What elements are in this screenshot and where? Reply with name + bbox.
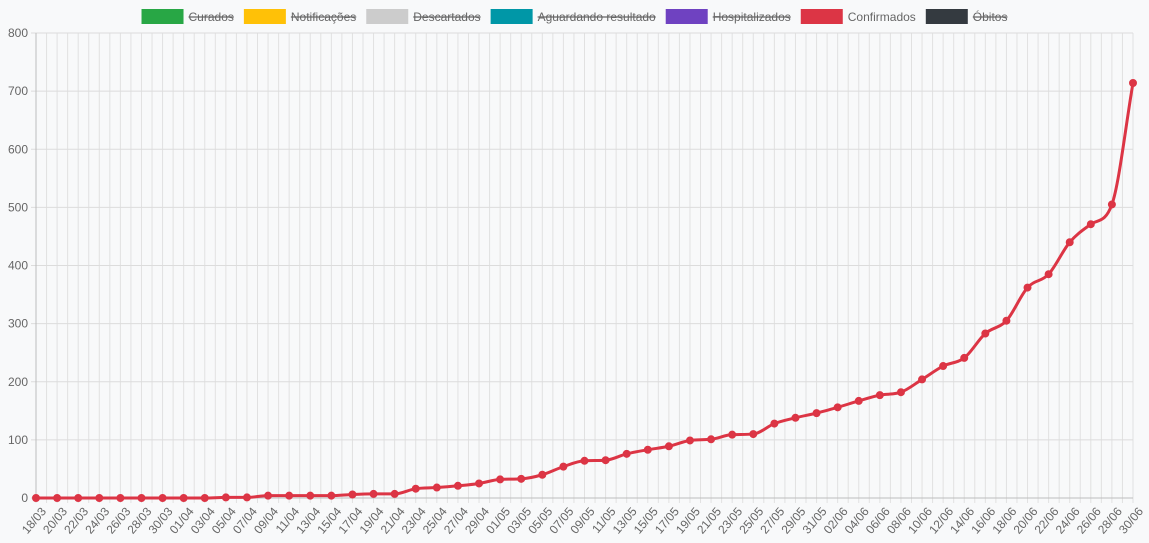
- y-tick-label: 100: [8, 433, 28, 447]
- data-point[interactable]: [960, 353, 969, 362]
- data-point[interactable]: [770, 419, 779, 428]
- data-point[interactable]: [327, 491, 336, 500]
- data-point[interactable]: [707, 435, 716, 444]
- legend-item-confirmados[interactable]: Confirmados: [800, 9, 916, 24]
- data-point[interactable]: [685, 436, 694, 445]
- data-point[interactable]: [833, 403, 842, 412]
- data-point[interactable]: [264, 491, 273, 500]
- data-point[interactable]: [580, 456, 589, 465]
- legend-swatch: [665, 9, 708, 24]
- data-point[interactable]: [306, 491, 315, 500]
- data-point[interactable]: [1023, 283, 1032, 292]
- data-point[interactable]: [622, 449, 631, 458]
- data-point[interactable]: [369, 489, 378, 498]
- data-point[interactable]: [601, 456, 610, 465]
- legend-item-descartados[interactable]: Descartados: [366, 9, 481, 24]
- legend-swatch: [141, 9, 184, 24]
- legend-swatch: [925, 9, 968, 24]
- data-point[interactable]: [1129, 78, 1137, 87]
- data-point[interactable]: [116, 494, 125, 502]
- y-tick-label: 700: [8, 84, 28, 98]
- legend-swatch: [366, 9, 409, 24]
- data-point[interactable]: [1065, 238, 1074, 247]
- legend-swatch: [490, 9, 533, 24]
- x-tick-label: 30/06: [1116, 504, 1146, 536]
- data-point[interactable]: [95, 494, 104, 502]
- data-point[interactable]: [179, 494, 188, 502]
- data-point[interactable]: [643, 445, 652, 454]
- data-point[interactable]: [1002, 316, 1011, 325]
- data-point[interactable]: [812, 409, 821, 418]
- y-tick-label: 300: [8, 317, 28, 331]
- y-tick-label: 400: [8, 259, 28, 273]
- data-point[interactable]: [496, 475, 505, 484]
- legend-swatch: [243, 9, 286, 24]
- x-tick-label: 09/04: [251, 504, 281, 536]
- data-point[interactable]: [53, 494, 62, 502]
- chart-grid: [31, 32, 1134, 503]
- data-point[interactable]: [390, 489, 399, 498]
- data-point[interactable]: [1044, 270, 1053, 279]
- data-point[interactable]: [137, 494, 146, 502]
- data-point[interactable]: [791, 413, 800, 422]
- data-point[interactable]: [749, 430, 758, 439]
- data-point[interactable]: [939, 362, 948, 371]
- data-point[interactable]: [242, 493, 251, 502]
- data-point[interactable]: [432, 483, 441, 492]
- plot-area: [32, 78, 1137, 502]
- data-point[interactable]: [74, 494, 83, 502]
- data-point[interactable]: [221, 493, 230, 502]
- y-tick-label: 600: [8, 142, 28, 156]
- data-point[interactable]: [854, 396, 863, 405]
- data-point[interactable]: [200, 494, 209, 502]
- legend-item-curados[interactable]: Curados: [141, 9, 234, 24]
- data-point[interactable]: [875, 391, 884, 400]
- data-point[interactable]: [411, 484, 420, 493]
- x-tick-label: 09/05: [568, 504, 598, 536]
- data-point[interactable]: [285, 491, 294, 500]
- y-tick-label: 800: [8, 26, 28, 40]
- data-point[interactable]: [918, 375, 927, 384]
- data-point[interactable]: [453, 481, 462, 490]
- data-point[interactable]: [728, 430, 737, 439]
- y-tick-label: 0: [21, 491, 28, 505]
- data-point[interactable]: [559, 462, 568, 471]
- data-point[interactable]: [538, 470, 547, 479]
- data-point[interactable]: [32, 494, 40, 502]
- data-point[interactable]: [981, 329, 990, 338]
- y-tick-label: 500: [8, 200, 28, 214]
- legend-item-hospitalizados[interactable]: Hospitalizados: [665, 9, 791, 24]
- legend-item-aguardando-resultado[interactable]: Aguardando resultado: [490, 9, 656, 24]
- legend-item-notificacoes[interactable]: Notificações: [243, 9, 357, 24]
- legend-item-obitos[interactable]: Óbitos: [925, 9, 1008, 24]
- data-point[interactable]: [475, 479, 484, 488]
- data-point[interactable]: [1086, 220, 1095, 229]
- data-point[interactable]: [517, 474, 526, 483]
- data-point[interactable]: [1107, 200, 1116, 209]
- data-point[interactable]: [348, 490, 357, 499]
- x-axis: 18/0320/0322/0324/0326/0328/0330/0301/04…: [19, 504, 1146, 536]
- data-point[interactable]: [896, 388, 905, 397]
- y-axis: 0 100 200 300 400 500 600 700 800: [8, 26, 28, 505]
- y-tick-label: 200: [8, 375, 28, 389]
- chart-legend: Curados Notificações Descartados Aguardando…: [141, 9, 1008, 24]
- legend-label: Confirmados: [848, 10, 916, 24]
- data-point[interactable]: [664, 442, 673, 451]
- data-point[interactable]: [158, 494, 167, 502]
- legend-swatch: [800, 9, 843, 24]
